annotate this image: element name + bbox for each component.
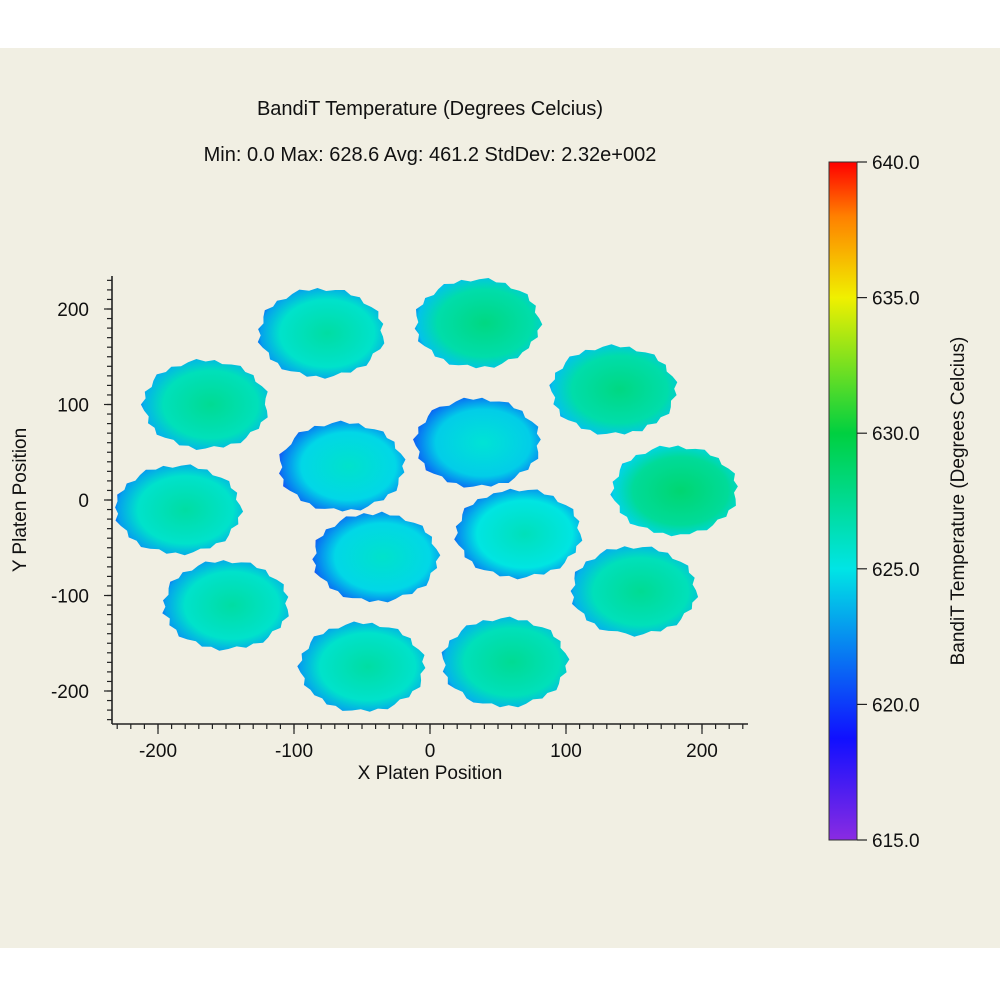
wafer-3 (414, 278, 543, 369)
chart-subtitle: Min: 0.0 Max: 628.6 Avg: 461.2 StdDev: 2… (204, 144, 657, 166)
wafer-6 (570, 546, 699, 637)
wafer-11 (279, 420, 406, 512)
chart-title: BandiT Temperature (Degrees Celcius) (257, 98, 603, 120)
wafer-7 (441, 616, 570, 708)
x-tick-label: -200 (139, 741, 177, 762)
y-tick-label: 100 (57, 396, 89, 417)
wafer-layer (115, 278, 738, 712)
minor-ticks (107, 279, 744, 729)
wafer-1 (140, 359, 268, 450)
x-tick-label: -100 (275, 741, 313, 762)
colorbar-tick-label: 620.0 (872, 695, 920, 716)
wafer-9 (162, 560, 289, 651)
colorbar-title: BandiT Temperature (Degrees Celcius) (948, 337, 969, 666)
y-tick-label: -200 (51, 682, 89, 703)
colorbar-tick-label: 640.0 (872, 153, 920, 174)
y-ticks: 200 100 0 -100 -200 (51, 300, 112, 703)
wafer-8 (297, 621, 426, 712)
wafer-2 (257, 288, 385, 379)
colorbar-tick-label: 630.0 (872, 424, 920, 445)
wafer-14 (312, 511, 441, 603)
wafer-5 (610, 445, 738, 537)
y-tick-label: -100 (51, 587, 89, 608)
plot-panel: BandiT Temperature (Degrees Celcius) Min… (0, 48, 1000, 948)
x-tick-label: 0 (425, 741, 436, 762)
heatmap-chart: BandiT Temperature (Degrees Celcius) Min… (10, 98, 969, 852)
y-axis-title: Y Platen Position (10, 428, 31, 572)
y-tick-label: 200 (57, 300, 89, 321)
wafer-13 (454, 488, 583, 580)
colorbar (828, 161, 858, 841)
x-axis-title: X Platen Position (358, 763, 503, 784)
y-tick-label: 0 (78, 491, 89, 512)
colorbar-tick-label: 625.0 (872, 560, 920, 581)
x-tick-label: 100 (550, 741, 582, 762)
x-tick-label: 200 (686, 741, 718, 762)
wafer-12 (413, 397, 541, 488)
x-ticks: -200 -100 0 100 200 (139, 724, 718, 762)
colorbar-tick-label: 615.0 (872, 831, 920, 852)
wafer-4 (549, 344, 678, 435)
wafer-10 (115, 464, 244, 556)
colorbar-ticks: 640.0 635.0 630.0 625.0 620.0 615.0 (857, 153, 920, 852)
colorbar-tick-label: 635.0 (872, 289, 920, 310)
